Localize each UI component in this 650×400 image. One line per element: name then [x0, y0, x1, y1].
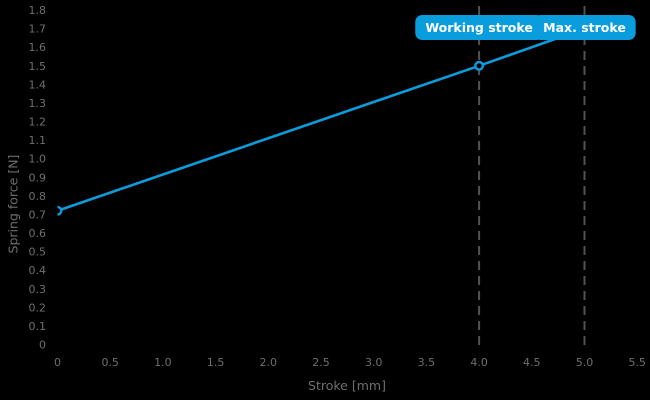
y-tick-label: 0.1: [29, 320, 47, 333]
y-tick-label: 1.0: [29, 153, 47, 166]
data-point-marker: [474, 60, 485, 71]
data-point-marker: [57, 205, 63, 216]
y-tick-label: 1.8: [29, 4, 47, 17]
y-tick-label: 0.6: [29, 227, 47, 240]
y-tick-label: 1.1: [29, 134, 47, 147]
y-tick-label: 0.4: [29, 264, 47, 277]
y-tick-label: 0: [39, 339, 46, 352]
y-tick-label: 1.3: [29, 97, 47, 110]
x-tick-label: 0: [54, 356, 61, 369]
x-tick-label: 3.5: [418, 356, 436, 369]
x-tick-label: 3.0: [365, 356, 383, 369]
y-tick-label: 1.5: [29, 60, 47, 73]
max-stroke-badge: Max. stroke: [533, 15, 636, 40]
x-tick-label: 2.5: [312, 356, 330, 369]
y-tick-label: 1.7: [29, 23, 47, 36]
x-tick-label: 1.0: [154, 356, 172, 369]
y-tick-label: 1.2: [29, 116, 47, 129]
working-stroke-badge: Working stroke: [415, 15, 543, 40]
y-tick-label: 0.9: [29, 171, 47, 184]
y-tick-label: 0.3: [29, 283, 47, 296]
y-tick-label: 0.8: [29, 190, 47, 203]
y-tick-label: 0.5: [29, 246, 47, 259]
y-tick-label: 1.4: [29, 78, 47, 91]
series-group: [57, 27, 585, 216]
spring-force-line: [57, 27, 585, 212]
y-tick-label: 1.6: [29, 41, 47, 54]
x-tick-label: 0.5: [101, 356, 119, 369]
x-axis-title: Stroke [mm]: [308, 378, 386, 393]
x-tick-label: 4.0: [470, 356, 488, 369]
x-tick-label: 5.0: [576, 356, 594, 369]
y-tick-label: 0.2: [29, 301, 47, 314]
x-tick-label: 4.5: [523, 356, 541, 369]
x-tick-label: 1.5: [207, 356, 225, 369]
y-tick-label: 0.7: [29, 208, 47, 221]
x-tick-label: 5.5: [628, 356, 646, 369]
y-axis-title: Spring force [N]: [5, 154, 21, 254]
x-tick-label: 2.0: [260, 356, 278, 369]
